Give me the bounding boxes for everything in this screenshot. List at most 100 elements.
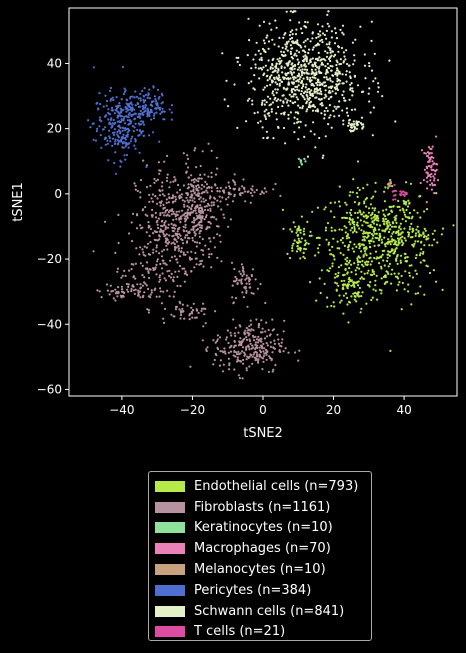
- data-point: [382, 259, 385, 262]
- data-point: [223, 216, 226, 219]
- data-point: [344, 216, 347, 220]
- data-point: [131, 113, 134, 117]
- data-point: [413, 242, 416, 245]
- data-point: [369, 111, 372, 114]
- data-point: [419, 261, 422, 264]
- data-point: [124, 127, 127, 130]
- data-point: [301, 49, 305, 52]
- data-point: [329, 201, 332, 204]
- data-point: [100, 296, 103, 299]
- data-point: [257, 326, 260, 329]
- data-point: [405, 181, 408, 184]
- data-point: [298, 126, 301, 129]
- data-point: [146, 107, 149, 110]
- data-point: [298, 239, 301, 242]
- data-point: [401, 244, 404, 247]
- data-point: [166, 176, 169, 179]
- data-point: [345, 49, 348, 52]
- data-point: [365, 302, 368, 305]
- legend: Endothelial cells (n=793) Fibroblasts (n=…: [148, 471, 372, 641]
- data-point: [394, 225, 397, 228]
- data-point: [293, 239, 296, 242]
- data-point: [165, 214, 168, 217]
- data-point: [204, 322, 207, 325]
- data-point: [302, 230, 305, 233]
- data-point: [414, 292, 417, 295]
- data-point: [313, 91, 316, 94]
- data-point: [344, 58, 347, 61]
- data-point: [299, 249, 302, 252]
- data-point: [195, 229, 198, 232]
- data-point: [324, 206, 327, 209]
- data-point: [182, 225, 185, 228]
- data-point: [294, 85, 297, 88]
- data-point: [416, 240, 420, 243]
- data-point: [290, 230, 293, 233]
- data-point: [206, 208, 210, 212]
- data-point: [302, 77, 305, 80]
- data-point: [161, 107, 164, 110]
- data-point: [301, 105, 304, 108]
- data-point: [349, 223, 352, 226]
- data-point: [161, 181, 164, 184]
- data-point: [303, 247, 306, 250]
- data-point: [356, 257, 359, 260]
- data-point: [384, 186, 387, 189]
- data-point: [247, 276, 250, 279]
- data-point: [118, 114, 122, 117]
- data-point: [202, 302, 205, 305]
- data-point: [117, 112, 120, 115]
- data-point: [366, 221, 369, 224]
- data-point: [370, 260, 373, 263]
- data-point: [162, 248, 166, 251]
- data-point: [158, 140, 161, 143]
- data-point: [403, 227, 406, 230]
- data-point: [345, 107, 348, 110]
- data-point: [353, 54, 356, 57]
- data-point: [212, 203, 215, 207]
- data-point: [246, 355, 249, 358]
- data-point: [303, 135, 306, 138]
- data-point: [269, 341, 272, 344]
- data-point: [166, 173, 169, 176]
- data-point: [248, 97, 251, 100]
- data-point: [195, 179, 198, 182]
- data-point: [373, 227, 376, 230]
- data-point: [121, 146, 124, 149]
- data-point: [193, 221, 196, 224]
- data-point: [408, 271, 411, 274]
- data-point: [100, 120, 103, 123]
- data-point: [365, 217, 368, 220]
- data-point: [191, 239, 194, 242]
- data-point: [189, 190, 193, 193]
- data-point: [326, 109, 329, 112]
- data-point: [238, 377, 241, 380]
- data-point: [436, 241, 439, 244]
- data-point: [158, 194, 162, 197]
- data-point: [302, 64, 306, 67]
- data-point: [278, 36, 281, 40]
- data-point: [276, 83, 279, 86]
- data-point: [144, 93, 147, 96]
- data-point: [320, 269, 323, 272]
- data-point: [120, 285, 124, 288]
- data-point: [267, 370, 270, 373]
- data-point: [426, 151, 430, 154]
- data-point: [347, 245, 350, 248]
- data-point: [331, 245, 334, 248]
- legend-label: Schwann cells (n=841): [194, 603, 345, 619]
- data-point: [216, 338, 219, 341]
- data-point: [300, 215, 303, 218]
- data-point: [365, 260, 368, 263]
- data-point: [364, 198, 367, 201]
- data-point: [151, 200, 154, 203]
- data-point: [282, 51, 286, 54]
- data-point: [139, 191, 142, 194]
- legend-swatch: [155, 543, 185, 555]
- data-point: [376, 298, 379, 301]
- data-point: [315, 299, 318, 302]
- data-point: [150, 100, 154, 104]
- data-point: [366, 263, 369, 267]
- data-point: [274, 81, 277, 84]
- data-point: [358, 260, 361, 263]
